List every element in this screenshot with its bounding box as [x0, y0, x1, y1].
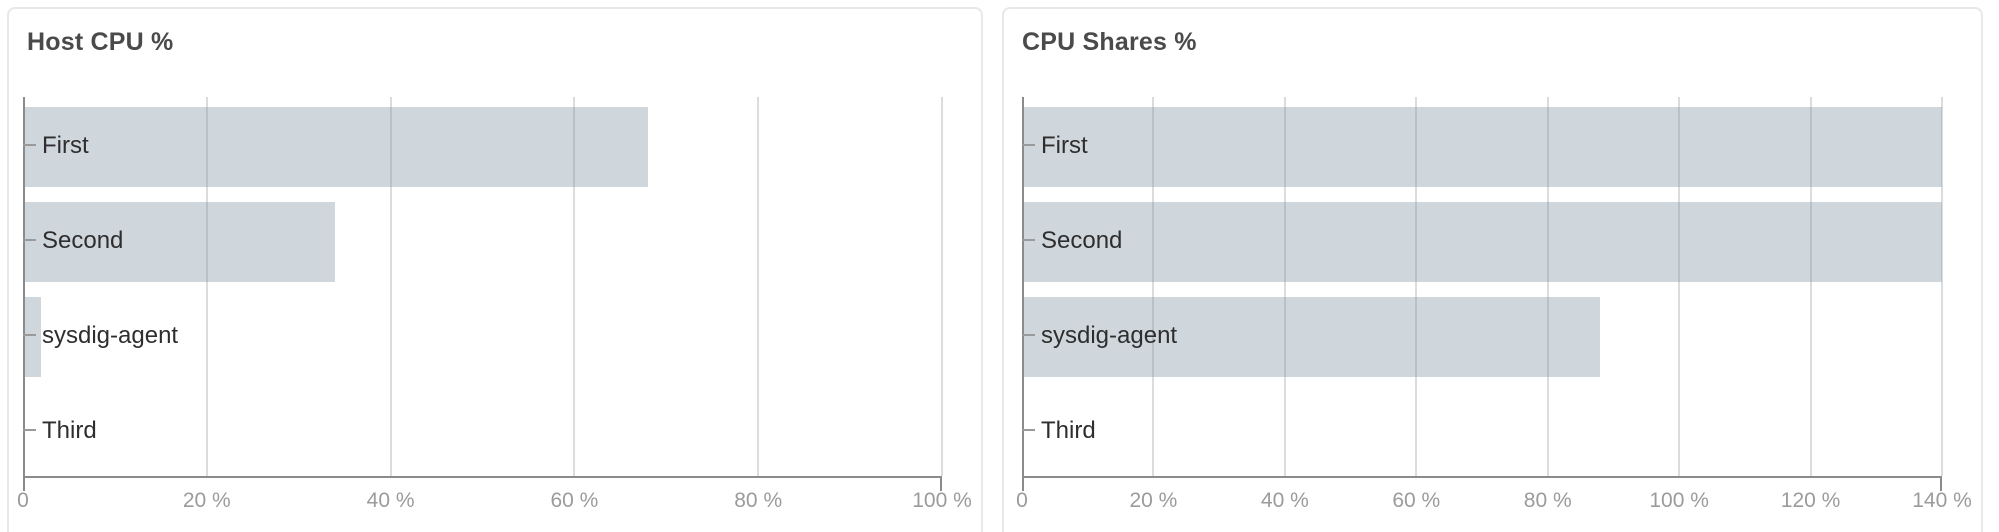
x-tick-label: 60 %	[1392, 489, 1441, 512]
gridline	[389, 97, 392, 476]
category-tick	[1022, 144, 1035, 146]
category-label: sysdig-agent	[1041, 322, 1178, 349]
category-tick	[23, 334, 36, 336]
category-tick	[1022, 239, 1035, 241]
gridline	[941, 97, 943, 476]
category-label: First	[1041, 132, 1088, 159]
x-tick-label: 80 %	[1523, 489, 1572, 512]
host-cpu-panel: Host CPU % 0 20 % 40 % 60 % 80 % 100 % First Se…	[7, 7, 983, 532]
gridline	[1415, 97, 1418, 476]
bar-second[interactable]	[23, 202, 336, 282]
gridline	[205, 97, 208, 476]
bar-row-second: Second	[23, 192, 942, 287]
x-tick-label: 140 %	[1912, 489, 1972, 512]
x-tick-label: 120 %	[1780, 489, 1841, 512]
category-label: Third	[1041, 417, 1096, 444]
category-tick	[23, 144, 36, 146]
category-tick	[23, 429, 36, 431]
x-tick-label: 20 %	[182, 489, 231, 512]
category-tick	[1022, 334, 1035, 336]
x-tick-label: 100 %	[912, 489, 972, 512]
axis-end-tick	[940, 476, 942, 491]
bar-row-third: Third	[23, 382, 942, 477]
gridline	[1809, 97, 1812, 476]
gridline	[573, 97, 576, 476]
gridline	[1283, 97, 1286, 476]
axis-end-tick	[1940, 476, 1942, 491]
gridline	[1941, 97, 1943, 476]
bar-row-first: First	[23, 97, 942, 192]
x-tick-label: 60 %	[550, 489, 599, 512]
cpu-shares-panel: CPU Shares % 0 20 % 40 % 60 % 80 % 100 % 120 %…	[1002, 7, 1983, 532]
gridline	[1678, 97, 1681, 476]
host-cpu-bar-chart: 0 20 % 40 % 60 % 80 % 100 % First Second sysdig-…	[17, 97, 972, 527]
category-label: sysdig-agent	[42, 322, 179, 349]
category-tick	[1022, 429, 1035, 431]
x-tick-label: 40 %	[366, 489, 415, 512]
y-axis	[23, 97, 25, 491]
x-tick-label: 20 %	[1129, 489, 1178, 512]
bar-first[interactable]	[1022, 107, 1942, 187]
bar-sysdig-agent[interactable]	[23, 297, 42, 377]
category-tick	[23, 239, 36, 241]
x-tick-label: 100 %	[1649, 489, 1709, 512]
gridline	[1546, 97, 1549, 476]
gridline	[757, 97, 760, 476]
x-axis	[23, 476, 942, 478]
x-tick-label: 0	[1016, 489, 1028, 512]
bar-second[interactable]	[1022, 202, 1942, 282]
category-label: Third	[42, 417, 97, 444]
bar-row-third: Third	[1022, 382, 1942, 477]
bar-row-sysdig-agent: sysdig-agent	[23, 287, 942, 382]
x-axis	[1022, 476, 1942, 478]
bar-first[interactable]	[23, 107, 648, 187]
bar-sysdig-agent[interactable]	[1022, 297, 1601, 377]
cpu-shares-bar-chart: 0 20 % 40 % 60 % 80 % 100 % 120 % 140 % First Sec…	[1016, 97, 1972, 527]
x-tick-label: 40 %	[1260, 489, 1309, 512]
x-tick-label: 0	[17, 489, 29, 512]
bar-row-sysdig-agent: sysdig-agent	[1022, 287, 1942, 382]
bar-row-second: Second	[1022, 192, 1942, 287]
x-tick-label: 80 %	[734, 489, 783, 512]
category-label: First	[42, 132, 89, 159]
category-label: Second	[42, 227, 124, 254]
chart-title: CPU Shares %	[1022, 28, 1197, 56]
y-axis	[1022, 97, 1024, 491]
bar-row-first: First	[1022, 97, 1942, 192]
chart-title: Host CPU %	[27, 28, 174, 56]
gridline	[1152, 97, 1155, 476]
category-label: Second	[1041, 227, 1123, 254]
